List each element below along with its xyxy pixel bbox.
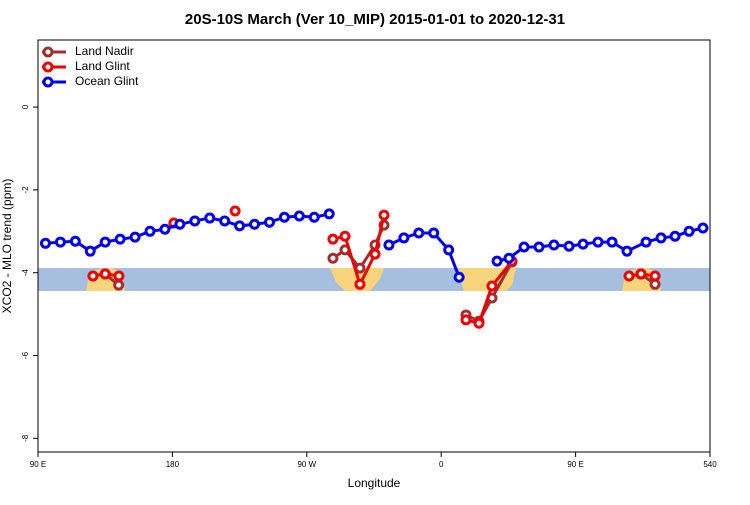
y-tick-label: -8 bbox=[21, 434, 30, 442]
legend-label: Ocean Glint bbox=[75, 74, 139, 88]
data-point bbox=[99, 268, 111, 280]
legend-label: Land Nadir bbox=[75, 44, 134, 58]
series-line bbox=[465, 260, 514, 326]
data-point bbox=[114, 233, 126, 245]
data-point bbox=[229, 205, 241, 217]
data-point bbox=[491, 255, 503, 267]
map-background bbox=[38, 268, 710, 291]
x-tick-label: 90 W bbox=[297, 460, 316, 469]
y-tick-label: 0 bbox=[21, 104, 30, 109]
data-point bbox=[39, 237, 51, 249]
data-point bbox=[460, 314, 472, 326]
legend-label: Land Glint bbox=[75, 59, 130, 73]
data-point bbox=[669, 230, 681, 242]
data-point bbox=[308, 211, 320, 223]
data-point bbox=[99, 236, 111, 248]
data-point bbox=[649, 270, 661, 282]
data-point bbox=[113, 270, 125, 282]
x-axis-label: Longitude bbox=[348, 476, 401, 490]
data-point bbox=[518, 241, 530, 253]
data-point bbox=[473, 317, 485, 329]
data-point bbox=[278, 211, 290, 223]
data-point bbox=[219, 215, 231, 227]
data-point bbox=[428, 227, 440, 239]
data-point bbox=[159, 223, 171, 235]
legend-marker bbox=[42, 61, 54, 73]
x-tick-label: 180 bbox=[166, 460, 180, 469]
data-point bbox=[655, 232, 667, 244]
data-point bbox=[189, 215, 201, 227]
data-point bbox=[113, 279, 125, 291]
data-point bbox=[453, 271, 465, 283]
y-tick-label: -2 bbox=[21, 186, 30, 194]
data-point bbox=[486, 280, 498, 292]
data-point bbox=[327, 233, 339, 245]
data-point bbox=[592, 236, 604, 248]
data-point bbox=[606, 236, 618, 248]
data-point bbox=[87, 270, 99, 282]
x-tick-label: 90 E bbox=[567, 460, 583, 469]
data-point bbox=[577, 238, 589, 250]
data-point bbox=[84, 245, 96, 257]
data-point bbox=[413, 227, 425, 239]
data-point bbox=[533, 241, 545, 253]
data-point bbox=[623, 270, 635, 282]
data-point bbox=[503, 252, 515, 264]
legend-marker bbox=[42, 46, 54, 58]
data-point bbox=[293, 210, 305, 222]
data-point bbox=[354, 278, 366, 290]
legend-marker bbox=[42, 76, 54, 88]
data-point bbox=[443, 244, 455, 256]
data-point bbox=[204, 212, 216, 224]
y-axis-label: XCO2 - MLO trend (ppm) bbox=[0, 179, 14, 314]
data-point bbox=[548, 239, 560, 251]
y-tick-label: -4 bbox=[21, 269, 30, 277]
data-point bbox=[323, 208, 335, 220]
data-point bbox=[563, 240, 575, 252]
data-point bbox=[383, 239, 395, 251]
series-line bbox=[465, 261, 514, 324]
data-point bbox=[234, 220, 246, 232]
data-point bbox=[54, 236, 66, 248]
data-point bbox=[129, 231, 141, 243]
y-tick-label: -6 bbox=[21, 351, 30, 359]
chart-title: 20S-10S March (Ver 10_MIP) 2015-01-01 to… bbox=[185, 11, 565, 28]
data-point bbox=[263, 216, 275, 228]
x-tick-label: 540 bbox=[703, 460, 717, 469]
data-point bbox=[621, 245, 633, 257]
data-point bbox=[174, 218, 186, 230]
data-point bbox=[697, 222, 709, 234]
data-point bbox=[144, 225, 156, 237]
data-point bbox=[398, 232, 410, 244]
x-tick-label: 0 bbox=[439, 460, 444, 469]
plot-frame bbox=[37, 39, 711, 453]
data-point bbox=[327, 252, 339, 264]
data-point bbox=[683, 225, 695, 237]
data-point bbox=[635, 268, 647, 280]
data-point bbox=[69, 235, 81, 247]
data-point bbox=[369, 248, 381, 260]
data-point bbox=[640, 236, 652, 248]
data-point bbox=[378, 209, 390, 221]
data-point bbox=[249, 218, 261, 230]
data-point bbox=[339, 230, 351, 242]
x-tick-label: 90 E bbox=[30, 460, 46, 469]
